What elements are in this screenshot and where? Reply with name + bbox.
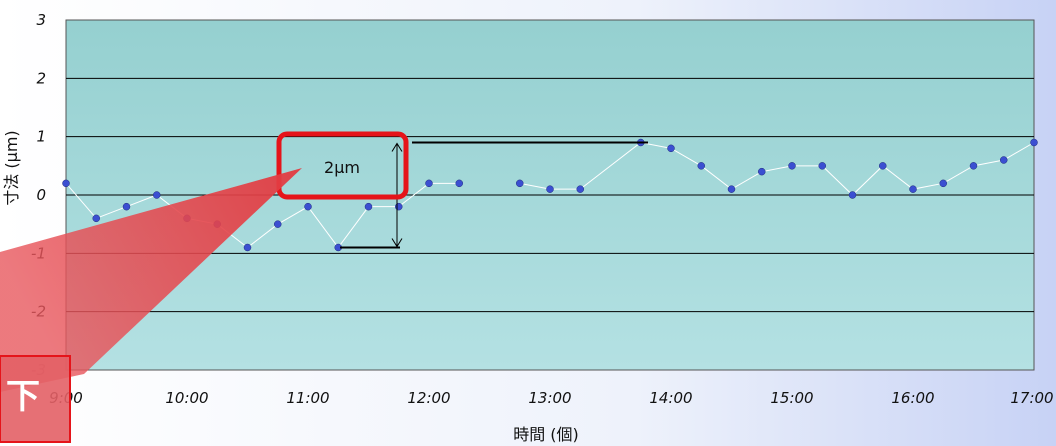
x-tick-label: 10:00 — [165, 389, 208, 407]
data-point — [364, 202, 373, 211]
arrow-head-bottom — [391, 238, 403, 248]
highlight-box — [276, 131, 409, 200]
data-point — [939, 179, 947, 188]
data-point — [788, 162, 796, 170]
data-point — [1000, 156, 1008, 164]
range-annotation: 2μm — [276, 131, 648, 249]
data-point — [969, 162, 978, 170]
x-tick-label: 17:00 — [1010, 389, 1053, 407]
data-point — [576, 185, 584, 193]
x-axis-label: 時間 (個) — [513, 425, 579, 444]
callout-wedge — [0, 168, 302, 392]
x-tick-label: 13:00 — [528, 389, 571, 407]
data-point — [153, 191, 161, 199]
data-point — [818, 162, 826, 170]
data-point — [274, 220, 282, 228]
data-points — [62, 138, 1038, 252]
y-tick-label: 1 — [36, 128, 46, 146]
x-tick-label: 14:00 — [649, 389, 692, 407]
data-point — [879, 162, 887, 170]
y-tick-label: 3 — [36, 11, 46, 29]
y-tick-label: 2 — [36, 69, 46, 87]
data-point — [758, 167, 766, 176]
data-point — [304, 202, 312, 211]
data-point — [92, 214, 100, 223]
callout-box — [0, 355, 71, 443]
data-point — [848, 191, 857, 199]
x-tick-label: 16:00 — [891, 389, 934, 407]
data-point — [425, 179, 433, 188]
data-point — [697, 162, 705, 170]
data-point — [122, 202, 131, 211]
data-point — [243, 243, 252, 252]
data-point — [667, 144, 675, 153]
data-point — [909, 185, 917, 193]
data-point — [1030, 138, 1038, 147]
y-axis-label: 寸法 (μm) — [2, 130, 21, 205]
y-tick-label: 0 — [36, 186, 46, 204]
arrow-head-top — [391, 142, 403, 152]
data-point — [546, 185, 554, 193]
data-point — [727, 185, 736, 193]
callout-overlay: 下 — [0, 168, 302, 443]
x-tick-label: 15:00 — [770, 389, 813, 407]
data-point — [516, 179, 524, 188]
data-point — [395, 202, 403, 211]
x-tick-labels: 9:0010:0011:0012:0013:0014:0015:0016:001… — [49, 389, 1053, 407]
range-label: 2μm — [324, 158, 360, 177]
data-point — [62, 179, 70, 188]
x-tick-label: 11:00 — [286, 389, 329, 407]
callout-label: 下 — [6, 377, 40, 417]
data-point — [455, 179, 463, 188]
x-tick-label: 12:00 — [407, 389, 450, 407]
series-segment — [65, 182, 460, 249]
